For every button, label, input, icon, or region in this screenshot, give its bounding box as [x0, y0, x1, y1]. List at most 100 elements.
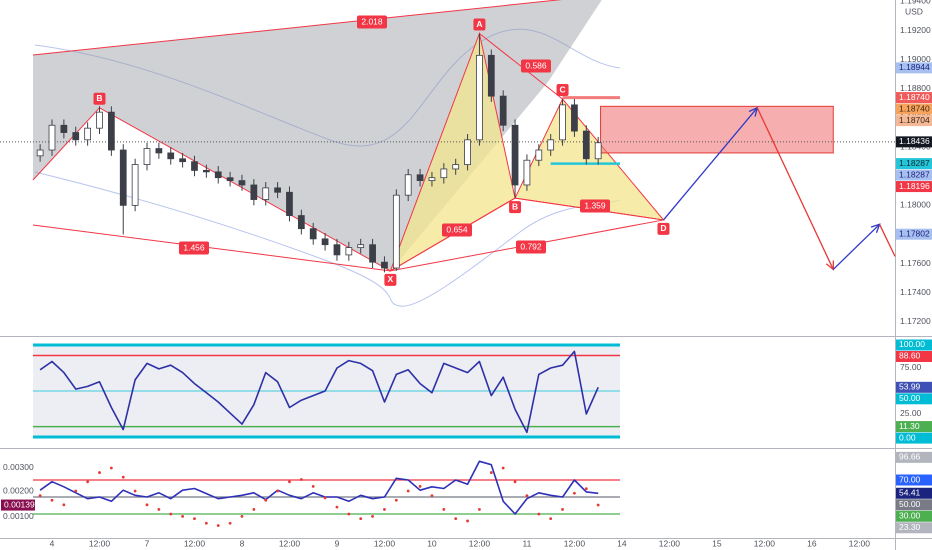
dot	[228, 521, 232, 525]
pattern-point-bg	[556, 84, 569, 97]
value-label: 54.41	[899, 488, 921, 498]
candle-body	[345, 247, 353, 256]
dot	[454, 517, 458, 521]
candle-body	[119, 149, 127, 206]
y-tick-label: 1.18800	[900, 83, 931, 93]
candle-body	[594, 142, 602, 160]
pattern-point-label: A	[476, 19, 482, 29]
candle-body	[60, 124, 68, 133]
candle-body	[333, 244, 341, 256]
level-label: 88.60	[899, 351, 921, 361]
price-label: 1.18740	[899, 92, 930, 102]
price-label: 1.18287	[899, 158, 930, 168]
dot	[359, 517, 363, 521]
dot	[430, 494, 434, 498]
level-label-bg	[896, 474, 932, 486]
y-tick-label: 1.17600	[900, 258, 931, 268]
pattern-point-label: D	[660, 223, 666, 233]
y-tick-label: 1.19400	[900, 0, 931, 6]
price-label-bg	[896, 181, 932, 193]
pattern-shade	[33, 0, 602, 271]
y-tick-label: 0.00200	[3, 485, 34, 495]
candle-body	[547, 139, 555, 151]
candle-body	[452, 164, 460, 170]
dot	[596, 503, 600, 507]
level-label: 0.00	[899, 432, 916, 442]
candle-body	[202, 170, 210, 173]
ratio-bg	[521, 59, 551, 73]
last-price-label: 1.18436	[899, 136, 930, 146]
pattern-point-bg	[509, 201, 522, 214]
candle-body	[108, 111, 115, 151]
dot	[145, 503, 149, 507]
candle-body	[191, 161, 198, 171]
candle-body	[571, 104, 578, 132]
value-label-bg	[896, 451, 932, 463]
dot	[525, 494, 529, 498]
level-label-bg	[896, 393, 932, 405]
last-value-label: 53.99	[899, 382, 921, 392]
dot	[252, 508, 256, 511]
series-line	[39, 460, 599, 515]
ratio-bg	[179, 241, 209, 255]
upper-band	[34, 28, 621, 147]
candle-body	[464, 139, 471, 165]
candle-body	[297, 215, 305, 230]
x-tick-label: 12:00	[374, 538, 396, 548]
last-value-label-bg	[1, 499, 35, 511]
candle-body	[143, 148, 151, 165]
candle-body	[214, 171, 222, 179]
candle-body	[499, 95, 507, 126]
dot	[466, 519, 469, 523]
last-value-label-bg	[896, 381, 932, 393]
y-tick-label: 0.00100	[3, 511, 34, 521]
dot	[501, 466, 505, 470]
y-tick-label: 0.00300	[3, 462, 34, 472]
level-label: 50.00	[899, 393, 921, 403]
ratio-label: 0.792	[520, 241, 542, 251]
candle-body	[262, 187, 270, 200]
y-tick-label: 1.19000	[900, 54, 931, 64]
dot	[181, 514, 185, 518]
x-tick-label: 12:00	[659, 538, 681, 548]
value-label-bg	[896, 522, 932, 534]
projection-line	[878, 224, 896, 257]
price-label: 1.18944	[899, 62, 930, 72]
level-label-bg	[896, 339, 932, 351]
candle-body	[440, 168, 448, 179]
dot	[121, 475, 125, 479]
pattern-point-bg	[657, 222, 670, 235]
x-tick-label: 11	[523, 538, 532, 548]
candle-body	[523, 159, 531, 186]
dot	[264, 498, 268, 502]
dot	[418, 484, 422, 488]
last-price-label-bg	[896, 136, 932, 148]
price-label-bg	[896, 103, 932, 115]
dot	[442, 508, 446, 511]
dot	[193, 517, 196, 521]
ratio-label: 1.359	[584, 200, 606, 210]
candle-body	[487, 54, 495, 97]
dot	[38, 494, 42, 498]
dot	[513, 480, 517, 484]
pattern-line	[99, 107, 391, 272]
dot	[489, 471, 493, 474]
candle-body	[131, 164, 139, 206]
price-label-bg	[896, 115, 932, 127]
level-label-bg	[896, 510, 932, 522]
candle-body	[559, 104, 566, 141]
candle-body	[321, 238, 329, 246]
dot	[288, 480, 291, 484]
dot	[347, 512, 351, 516]
dot	[406, 489, 410, 493]
x-tick-label: 4	[50, 538, 55, 548]
value-label: 96.66	[899, 452, 921, 462]
candle-body	[428, 177, 436, 182]
dot	[561, 508, 564, 511]
dot	[549, 517, 553, 521]
y-tick-label: 1.17200	[900, 316, 931, 326]
x-tick-label: 7	[145, 538, 150, 548]
level-label: 30.00	[899, 511, 921, 521]
